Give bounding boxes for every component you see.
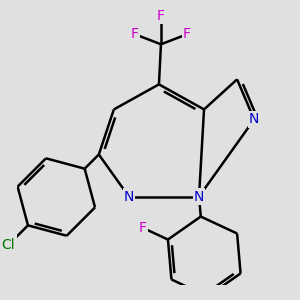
Text: N: N [194,190,204,204]
Text: N: N [124,190,134,204]
Text: N: N [249,112,259,126]
Text: Cl: Cl [1,238,15,252]
Text: F: F [157,9,165,23]
Text: F: F [131,27,139,41]
Text: F: F [183,27,191,41]
Text: F: F [139,221,146,235]
